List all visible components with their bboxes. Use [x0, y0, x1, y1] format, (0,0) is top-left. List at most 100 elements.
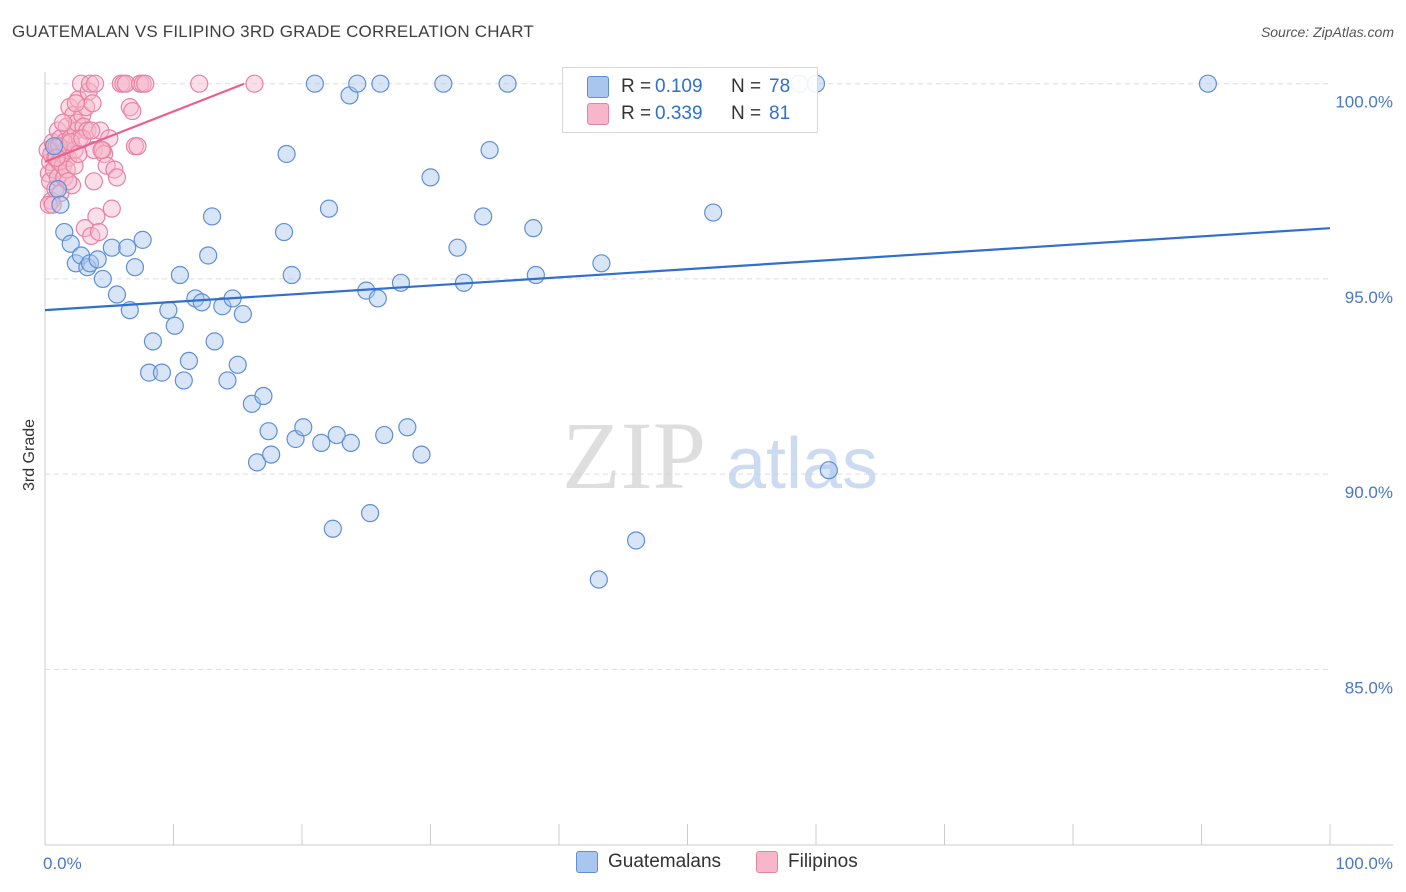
- guatemalans-point: [202, 207, 222, 226]
- guatemalans-point: [51, 195, 70, 214]
- legend-n-value: 81: [769, 103, 791, 124]
- y-axis-label: 3rd Grade: [21, 419, 38, 491]
- x-tick-label-min: 0.0%: [43, 854, 82, 873]
- guatemalans-point: [319, 199, 339, 218]
- guatemalans-point: [341, 433, 360, 452]
- guatemalans-point: [179, 351, 199, 370]
- legend-row-guatemalans: R = 0.109 N = 78: [587, 74, 790, 100]
- y-tick-label: 95.0%: [1345, 288, 1393, 307]
- legend-item-guatemalans: Guatemalans: [576, 851, 721, 873]
- guatemalans-point: [368, 289, 387, 308]
- guatemalans-point: [133, 230, 152, 249]
- guatemalans-point: [327, 425, 346, 445]
- filipinos-point: [66, 94, 85, 113]
- guatemalans-point: [1198, 74, 1218, 93]
- guatemalans-point: [218, 371, 237, 390]
- filipinos-point: [65, 156, 84, 175]
- legend-swatch-blue: [587, 76, 609, 98]
- filipinos-point: [128, 137, 147, 156]
- guatemalans-point: [152, 363, 172, 382]
- guatemalans-point: [107, 285, 127, 304]
- guatemalans-point: [88, 250, 107, 269]
- guatemalans-point: [159, 301, 178, 320]
- filipinos-point: [107, 168, 127, 187]
- guatemalans-point: [125, 258, 145, 277]
- guatemalans-point: [412, 445, 431, 464]
- filipinos-point: [136, 74, 155, 93]
- guatemalans-point: [192, 293, 211, 312]
- guatemalans-point: [819, 461, 838, 480]
- guatemalans-point: [421, 168, 440, 187]
- legend-r-label: R =: [621, 103, 652, 124]
- guatemalans-point: [247, 453, 267, 472]
- legend-r-label: R =: [621, 76, 652, 97]
- guatemalans-point: [375, 425, 394, 445]
- legend-r-value: 0.109: [655, 76, 703, 97]
- guatemalans-point: [228, 355, 247, 374]
- legend-r-value: 0.339: [655, 103, 703, 124]
- guatemalans-point: [48, 180, 67, 199]
- axes: [44, 72, 1393, 846]
- guatemalans-point: [254, 386, 273, 406]
- guatemalans-point: [448, 238, 467, 257]
- y-tick-label: 90.0%: [1345, 483, 1393, 502]
- filipinos-point: [190, 74, 209, 93]
- watermark: ZIP atlas: [562, 402, 878, 509]
- watermark-zip: ZIP: [562, 402, 706, 509]
- guatemalans-point: [526, 265, 545, 285]
- guatemalans-point: [371, 74, 390, 93]
- guatemalans-point: [474, 207, 493, 226]
- legend-swatch-blue: [576, 851, 598, 873]
- filipinos-point: [50, 137, 69, 156]
- guatemalans-point: [524, 219, 543, 238]
- guatemalans-point: [398, 418, 417, 437]
- stats-legend: R = 0.109 N = 78 R = 0.339 N = 81: [562, 67, 818, 133]
- legend-swatch-pink: [587, 103, 609, 125]
- filipinos-trend-line: [44, 82, 245, 163]
- filipinos-point: [92, 140, 111, 160]
- filipinos-point: [80, 74, 100, 93]
- filipinos-points: [38, 74, 264, 246]
- filipinos-point: [82, 121, 101, 140]
- y-tick-label: 85.0%: [1345, 678, 1393, 697]
- legend-row-filipinos: R = 0.339 N = 81: [587, 101, 790, 127]
- legend-swatch-pink: [756, 851, 778, 873]
- guatemalans-point: [170, 265, 190, 285]
- guatemalans-point: [323, 519, 342, 538]
- guatemalans-point: [274, 222, 294, 242]
- guatemalans-point: [61, 234, 80, 253]
- guatemalans-point: [139, 363, 159, 382]
- filipinos-point: [83, 94, 102, 113]
- guatemalans-point: [199, 246, 218, 265]
- guatemalans-point: [262, 445, 281, 464]
- guatemalans-point: [233, 304, 252, 324]
- filipinos-point: [89, 222, 109, 242]
- filipinos-point: [102, 199, 121, 218]
- guatemalans-point: [282, 265, 301, 285]
- guatemalans-point: [589, 570, 608, 589]
- guatemalans-point: [165, 316, 184, 335]
- guatemalans-point: [361, 504, 380, 523]
- guatemalans-point: [205, 332, 224, 351]
- guatemalans-point: [143, 332, 163, 351]
- guatemalans-point: [480, 140, 499, 160]
- legend-n-label: N =: [731, 76, 762, 97]
- guatemalans-point: [55, 222, 74, 242]
- tick-labels: 85.0% 90.0% 95.0% 100.0% 0.0% 100.0%: [43, 93, 1393, 873]
- x-tick-label-max: 100.0%: [1335, 854, 1393, 873]
- guatemalans-point: [277, 144, 296, 164]
- guatemalans-point: [626, 531, 646, 550]
- guatemalans-point: [434, 74, 453, 93]
- legend-item-filipinos: Filipinos: [756, 851, 858, 873]
- guatemalans-point: [294, 418, 313, 437]
- legend-label-guatemalans: Guatemalans: [608, 851, 722, 872]
- guatemalans-point: [348, 74, 367, 93]
- source-credit: Source: ZipAtlas.com: [1260, 24, 1394, 40]
- chart-title: GUATEMALAN VS FILIPINO 3RD GRADE CORRELA…: [12, 22, 534, 41]
- filipinos-point: [87, 207, 106, 226]
- guatemalans-point: [102, 238, 121, 257]
- guatemalans-trend-line: [44, 227, 1331, 312]
- filipinos-point: [84, 172, 103, 191]
- guatemalans-point: [305, 74, 324, 93]
